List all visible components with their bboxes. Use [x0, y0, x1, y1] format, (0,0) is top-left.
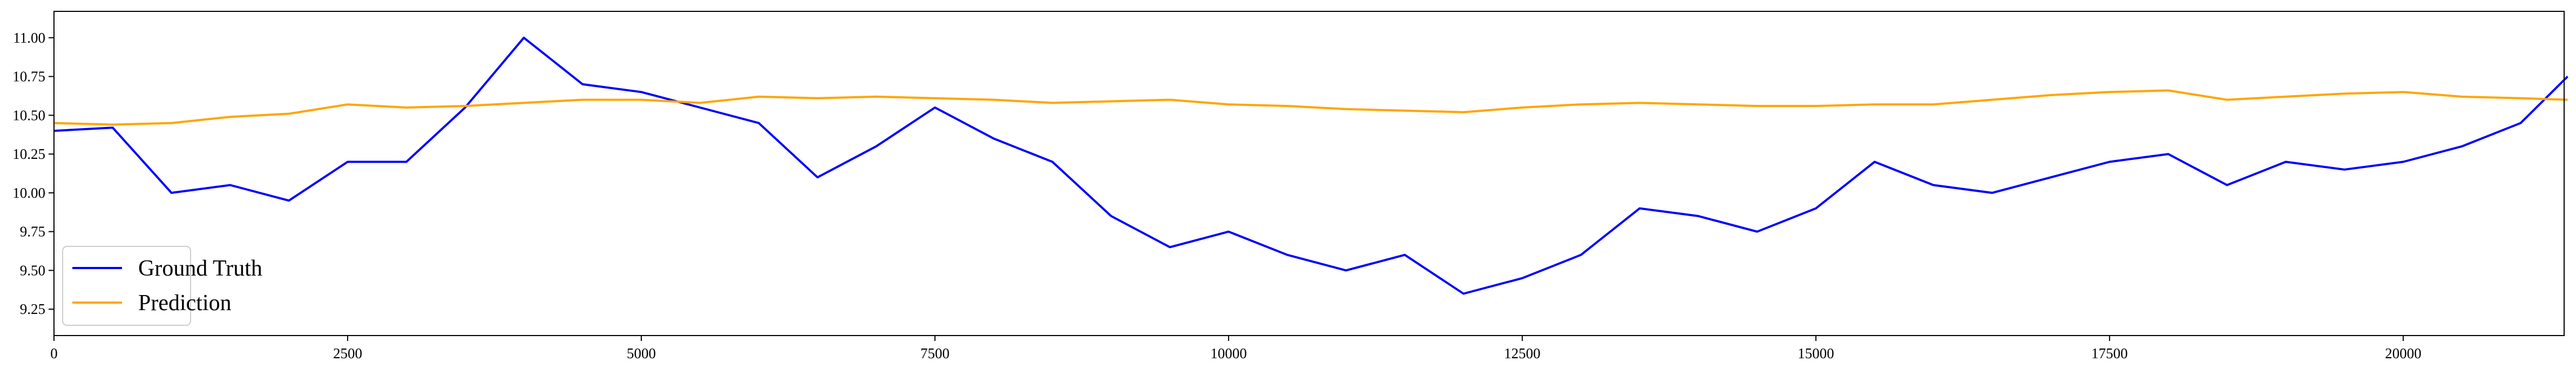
x-tick-label: 15000 [1798, 345, 1834, 361]
y-tick-label: 9.50 [20, 262, 45, 278]
x-tick-label: 17500 [2091, 345, 2128, 361]
y-tick-label: 9.25 [20, 301, 45, 317]
x-tick-label: 10000 [1210, 345, 1247, 361]
plot-frame [53, 11, 2565, 336]
x-tick-label: 0 [50, 345, 58, 361]
x-tick-label: 2500 [333, 345, 362, 361]
x-tick-label: 5000 [627, 345, 656, 361]
series-line [53, 89, 2568, 126]
y-tick-label: 9.75 [20, 224, 45, 240]
legend-label: Ground Truth [138, 256, 262, 281]
legend-box [62, 246, 191, 326]
legend-label: Prediction [138, 291, 232, 316]
x-tick-label: 7500 [920, 345, 950, 361]
y-tick-label: 10.25 [12, 146, 45, 162]
x-tick-label: 12500 [1504, 345, 1541, 361]
series-line [53, 36, 2568, 295]
y-tick-label: 10.75 [12, 69, 45, 85]
y-tick-label: 10.50 [12, 107, 45, 123]
x-tick-label: 20000 [2385, 345, 2422, 361]
y-tick-label: 11.00 [13, 30, 45, 46]
y-tick-label: 10.00 [12, 185, 45, 201]
